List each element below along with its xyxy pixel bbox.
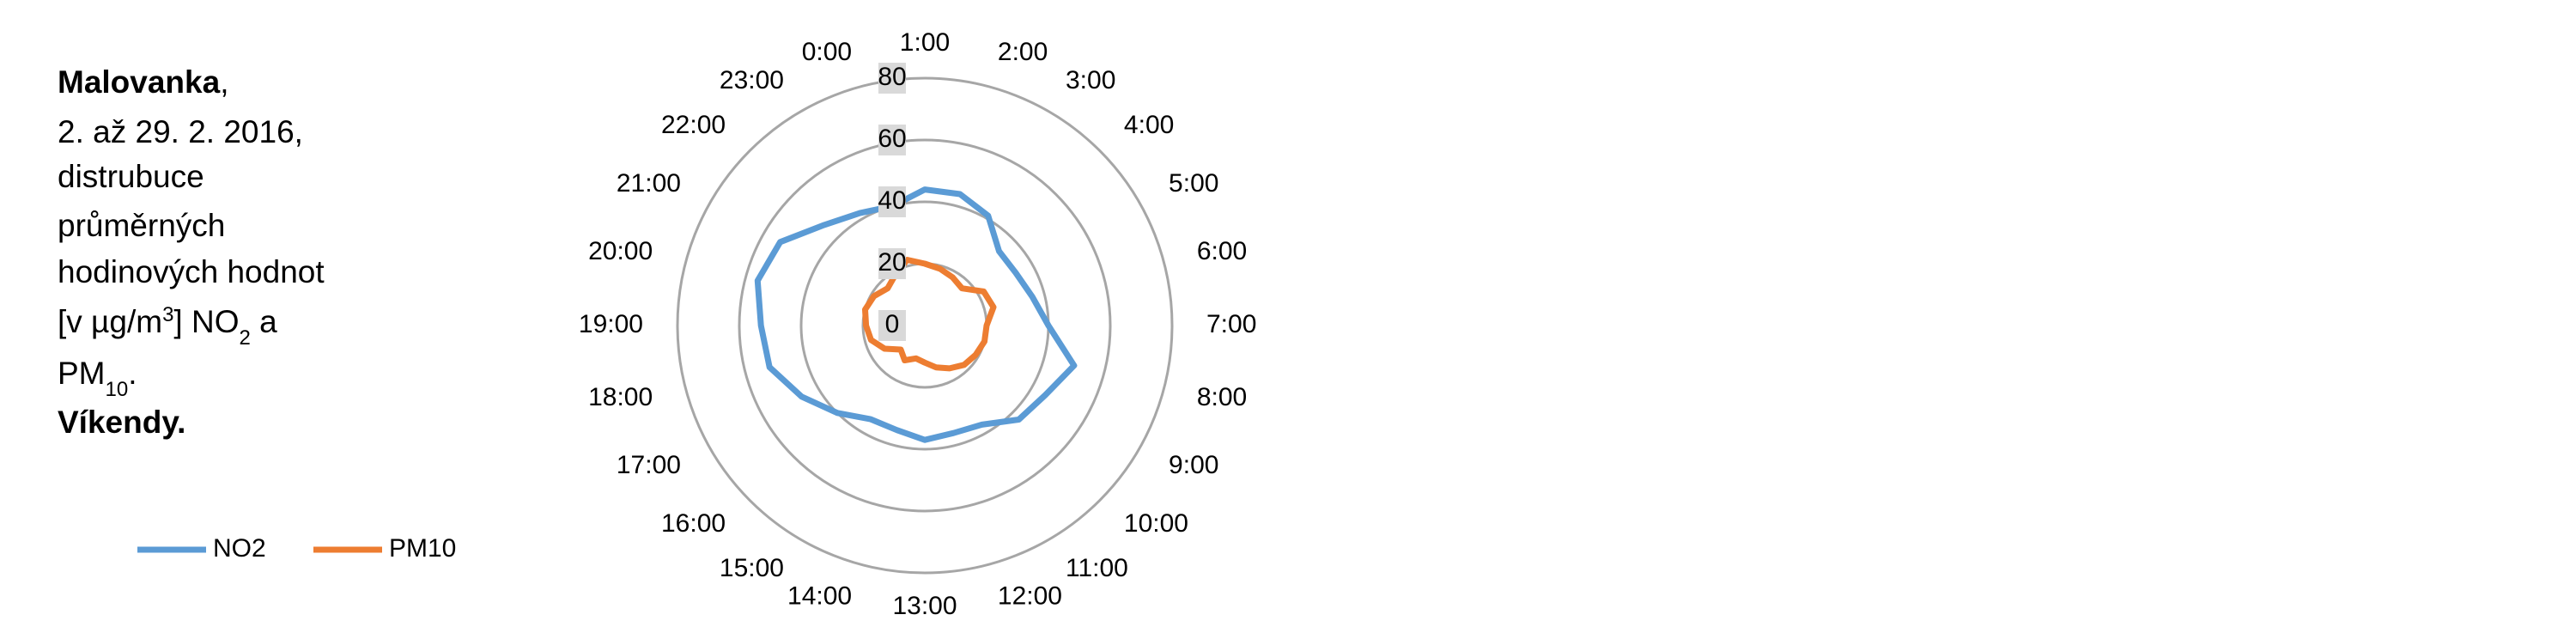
caption-line: hodinových hodnot	[58, 254, 325, 289]
legend-label: PM10	[389, 534, 456, 563]
legend-label: NO2	[213, 534, 266, 563]
category-label: 4:00	[1124, 111, 1174, 139]
category-label: 15:00	[720, 554, 784, 582]
r-tick-label: 0	[885, 310, 900, 338]
category-label: 7:00	[1206, 310, 1256, 338]
caption-text: 10	[106, 378, 129, 401]
series-line	[754, 186, 1078, 443]
category-label: 5:00	[1169, 169, 1218, 198]
tick-label-bg	[878, 125, 906, 155]
category-label: 18:00	[588, 383, 653, 411]
r-tick-label: 20	[878, 248, 906, 277]
caption-text: .	[128, 356, 137, 391]
caption-text: Malovanka	[58, 64, 221, 100]
category-label: 13:00	[892, 592, 957, 620]
caption-text: [v µg/m	[58, 304, 162, 339]
category-label: 10:00	[1124, 509, 1188, 538]
category-label: 0:00	[802, 38, 852, 66]
r-tick-label: 40	[878, 186, 906, 215]
grid-circle	[676, 76, 1174, 575]
caption-text: ] NO	[173, 304, 239, 339]
r-tick-label: 80	[878, 63, 906, 91]
category-label: 22:00	[661, 111, 726, 139]
category-label: 17:00	[617, 451, 681, 479]
r-tick-label: 60	[878, 125, 906, 153]
tick-label-bg	[878, 310, 906, 341]
category-label: 16:00	[661, 509, 726, 538]
caption-line: PM10.	[58, 356, 137, 401]
tick-label-bg	[878, 63, 906, 94]
category-label: 20:00	[588, 237, 653, 265]
series-line	[862, 257, 997, 372]
caption-line: distrubuce	[58, 159, 204, 194]
caption-text: PM	[58, 356, 106, 391]
caption-line: Víkendy.	[58, 405, 185, 440]
grid-circle	[738, 138, 1112, 513]
category-label: 6:00	[1197, 237, 1247, 265]
caption-text: 2	[239, 326, 250, 350]
caption-line: 2. až 29. 2. 2016,	[58, 114, 303, 149]
caption-text: 3	[162, 303, 173, 326]
category-label: 2:00	[998, 38, 1048, 66]
caption-line: průměrných	[58, 208, 225, 243]
caption-text: ,	[220, 64, 228, 100]
category-label: 23:00	[720, 66, 784, 94]
category-label: 9:00	[1169, 451, 1218, 479]
category-label: 11:00	[1066, 554, 1128, 582]
tick-label-bg	[878, 186, 906, 217]
category-label: 12:00	[998, 582, 1062, 611]
caption: Malovanka, 2. až 29. 2. 2016, distrubuce…	[58, 64, 325, 440]
category-label: 14:00	[787, 582, 852, 611]
caption-line: [v µg/m3] NO2 a	[58, 303, 277, 350]
category-label: 1:00	[900, 28, 950, 57]
tick-label-bg	[878, 248, 906, 279]
category-label: 19:00	[579, 310, 643, 338]
caption-line: Malovanka,	[58, 64, 228, 100]
category-label: 3:00	[1066, 66, 1115, 94]
category-label: 21:00	[617, 169, 681, 198]
caption-text: a	[251, 304, 277, 339]
category-label: 8:00	[1197, 383, 1247, 411]
